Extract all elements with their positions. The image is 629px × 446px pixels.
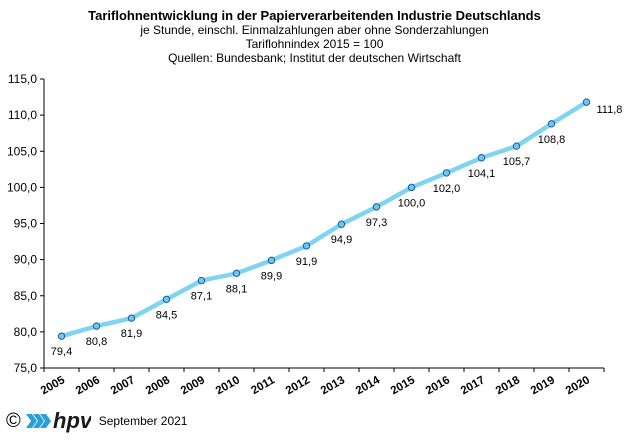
hpv-logo-icon xyxy=(25,414,51,428)
y-tick-label: 80,0 xyxy=(14,325,38,339)
hpv-logo-wordmark: hpv xyxy=(53,409,91,433)
footer-date: September 2021 xyxy=(98,414,188,428)
data-label: 111,8 xyxy=(597,104,623,116)
x-tick-label: 2017 xyxy=(459,374,487,397)
x-tick-label: 2015 xyxy=(389,374,418,397)
data-point xyxy=(267,256,276,265)
x-tick-label: 2020 xyxy=(564,374,592,397)
data-point xyxy=(232,269,241,278)
x-tick-label: 2016 xyxy=(424,374,452,397)
data-label: 89,9 xyxy=(261,270,282,282)
data-label: 94,9 xyxy=(331,234,352,246)
data-label: 100,0 xyxy=(398,197,426,209)
y-tick-label: 95,0 xyxy=(14,217,38,231)
svg-text:hpv: hpv xyxy=(53,409,91,433)
chart-titles: Tariflohnentwicklung in der Papierverarb… xyxy=(0,8,629,65)
x-tick-label: 2011 xyxy=(249,374,277,397)
data-point xyxy=(512,142,521,150)
data-point xyxy=(57,332,66,340)
data-label: 108,8 xyxy=(538,134,566,146)
x-tick-label: 2012 xyxy=(284,374,312,397)
x-tick-label: 2019 xyxy=(529,374,557,397)
chart-subtitle-1: je Stunde, einschl. Einmalzahlungen aber… xyxy=(140,23,489,37)
data-point xyxy=(302,242,311,250)
y-tick-label: 90,0 xyxy=(14,253,38,267)
x-tick-label: 2013 xyxy=(319,374,347,397)
x-tick-label: 2006 xyxy=(74,374,102,397)
series-line xyxy=(59,99,589,339)
copyright-symbol: © xyxy=(6,409,21,432)
x-tick-label: 2008 xyxy=(144,374,173,397)
y-tick-label: 85,0 xyxy=(14,289,38,303)
data-point xyxy=(337,220,346,228)
data-point xyxy=(372,203,381,211)
y-tick-label: 115,0 xyxy=(8,72,37,86)
y-tick-label: 75,0 xyxy=(14,361,38,375)
data-label: 104,1 xyxy=(468,168,496,180)
data-label: 88,1 xyxy=(226,283,247,295)
data-label: 105,7 xyxy=(503,156,531,168)
x-tick-label: 2014 xyxy=(354,374,383,397)
chart-subtitle-3: Quellen: Bundesbank; Institut der deutsc… xyxy=(168,51,461,65)
data-label: 97,3 xyxy=(366,217,387,229)
data-point xyxy=(92,322,101,330)
data-point xyxy=(197,276,206,285)
data-point xyxy=(547,120,556,128)
x-tick-label: 2005 xyxy=(39,374,68,397)
chart-subtitle-2: Tariflohnindex 2015 = 100 xyxy=(245,37,384,51)
x-tick-label: 2009 xyxy=(179,374,207,397)
data-point xyxy=(127,314,136,322)
x-tick-label: 2010 xyxy=(214,374,242,397)
y-tick-label: 100,0 xyxy=(7,180,37,194)
y-tick-label: 110,0 xyxy=(8,108,37,122)
y-tick-label: 105,0 xyxy=(7,144,37,158)
data-label: 87,1 xyxy=(191,291,212,303)
data-label: 80,8 xyxy=(86,336,107,348)
data-label: 91,9 xyxy=(296,256,317,268)
data-point xyxy=(582,98,591,106)
data-point xyxy=(442,169,451,177)
data-label: 79,4 xyxy=(51,346,72,358)
footer: © hpv September 2021 xyxy=(6,408,187,434)
data-point xyxy=(407,183,416,192)
data-point xyxy=(477,154,486,162)
data-label: 84,5 xyxy=(156,309,177,321)
x-tick-label: 2007 xyxy=(109,374,137,397)
x-tick-label: 2018 xyxy=(494,374,523,397)
chart-title: Tariflohnentwicklung in der Papierverarb… xyxy=(88,8,541,23)
data-label: 102,0 xyxy=(433,183,461,195)
data-label: 81,9 xyxy=(121,328,142,340)
data-point xyxy=(162,295,171,304)
